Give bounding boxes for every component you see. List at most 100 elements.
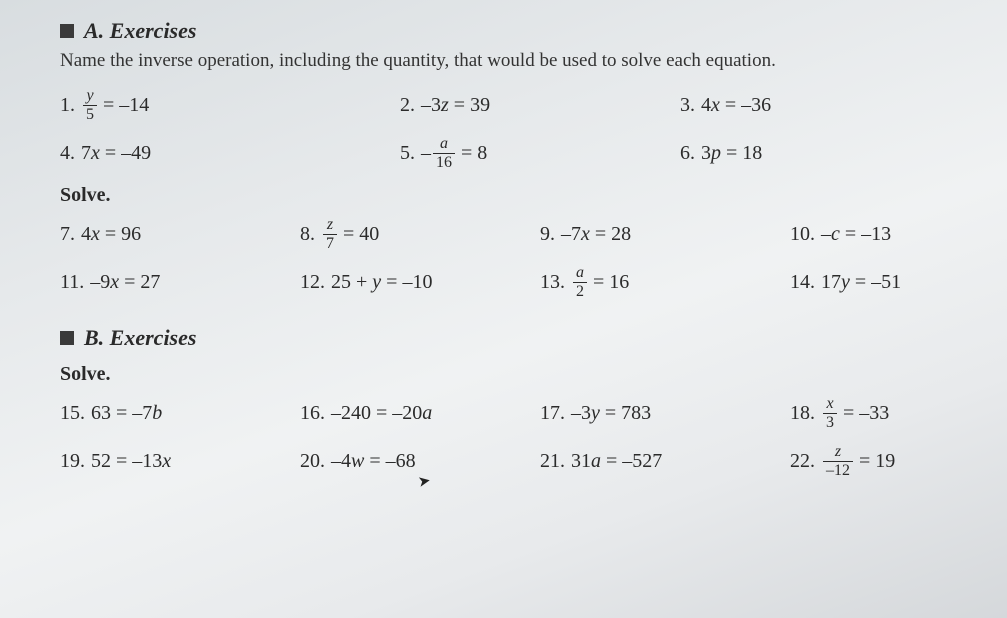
- section-a-header: A. Exercises: [60, 18, 977, 44]
- problem-number: 19.: [60, 450, 85, 473]
- problem-number: 5.: [400, 142, 415, 165]
- problem-number: 17.: [540, 402, 565, 425]
- equation-text: –7x = 28: [561, 223, 631, 246]
- solve-label-b: Solve.: [60, 363, 977, 386]
- equation-text: –3y = 783: [571, 402, 651, 425]
- equation-text: –9x = 27: [90, 271, 160, 294]
- solve-label-a: Solve.: [60, 184, 977, 207]
- numerator: a: [573, 265, 587, 282]
- square-bullet-icon: [60, 24, 74, 38]
- problem-number: 8.: [300, 223, 315, 246]
- section-a-instruction: Name the inverse operation, including th…: [60, 50, 977, 72]
- problem-6: 6. 3p = 18: [680, 142, 977, 165]
- problem-20: 20. –4w = –68: [300, 450, 540, 473]
- numerator: y: [83, 88, 96, 105]
- equation-text: –c = –13: [821, 223, 891, 246]
- problem-number: 9.: [540, 223, 555, 246]
- problem-number: 7.: [60, 223, 75, 246]
- denominator: 5: [83, 105, 97, 123]
- problem-number: 10.: [790, 223, 815, 246]
- equation-text: 63 = –7b: [91, 402, 162, 425]
- problem-number: 1.: [60, 94, 75, 117]
- problem-number: 2.: [400, 94, 415, 117]
- problem-14: 14. 17y = –51: [790, 271, 977, 294]
- problem-number: 13.: [540, 271, 565, 294]
- equation-rhs: = 40: [343, 223, 379, 246]
- problem-number: 3.: [680, 94, 695, 117]
- problem-number: 15.: [60, 402, 85, 425]
- equation-rhs: = 19: [859, 450, 895, 473]
- fraction: x3: [823, 396, 837, 431]
- problem-2: 2. –3z = 39: [400, 94, 680, 117]
- equation-text: –240 = –20a: [331, 402, 432, 425]
- equation-text: 7x = –49: [81, 142, 151, 165]
- problem-22: 22. z–12 = 19: [790, 444, 977, 479]
- equation-rhs: = –14: [103, 94, 149, 117]
- problem-4: 4. 7x = –49: [60, 142, 400, 165]
- denominator: 7: [323, 234, 337, 252]
- equation-text: 4x = 96: [81, 223, 141, 246]
- equation-rhs: = 16: [593, 271, 629, 294]
- problem-12: 12. 25 + y = –10: [300, 271, 540, 294]
- denominator: –12: [823, 461, 853, 479]
- problem-number: 18.: [790, 402, 815, 425]
- problem-number: 11.: [60, 271, 84, 294]
- numerator: a: [437, 136, 451, 153]
- section-a-title: A. Exercises: [84, 18, 196, 44]
- denominator: 16: [433, 153, 455, 171]
- problem-number: 21.: [540, 450, 565, 473]
- problem-number: 12.: [300, 271, 325, 294]
- equation-text: 25 + y = –10: [331, 271, 432, 294]
- square-bullet-icon: [60, 331, 74, 345]
- problem-number: 14.: [790, 271, 815, 294]
- numerator: x: [823, 396, 836, 413]
- problem-number: 16.: [300, 402, 325, 425]
- section-b-title: B. Exercises: [84, 325, 196, 351]
- problem-3: 3. 4x = –36: [680, 94, 977, 117]
- problem-19: 19. 52 = –13x: [60, 450, 300, 473]
- problem-row-3: 7. 4x = 96 8. z7 = 40 9. –7x = 28 10. –c…: [60, 215, 977, 253]
- problem-row-4: 11. –9x = 27 12. 25 + y = –10 13. a2 = 1…: [60, 263, 977, 301]
- problem-row-5: 15. 63 = –7b 16. –240 = –20a 17. –3y = 7…: [60, 394, 977, 432]
- problem-18: 18. x3 = –33: [790, 396, 977, 431]
- equation-text: 3p = 18: [701, 142, 762, 165]
- fraction: z7: [323, 217, 337, 252]
- problem-15: 15. 63 = –7b: [60, 402, 300, 425]
- equation-rhs: = 8: [461, 142, 487, 165]
- numerator: z: [832, 444, 844, 461]
- fraction: y5: [83, 88, 97, 123]
- equation-text: –4w = –68: [331, 450, 416, 473]
- neg-sign: –: [421, 142, 431, 165]
- numerator: z: [324, 217, 336, 234]
- denominator: 3: [823, 413, 837, 431]
- problem-number: 6.: [680, 142, 695, 165]
- problem-10: 10. –c = –13: [790, 223, 977, 246]
- problem-number: 4.: [60, 142, 75, 165]
- problem-16: 16. –240 = –20a: [300, 402, 540, 425]
- problem-number: 20.: [300, 450, 325, 473]
- problem-5: 5. – a16 = 8: [400, 136, 680, 171]
- problem-9: 9. –7x = 28: [540, 223, 790, 246]
- fraction: z–12: [823, 444, 853, 479]
- problem-row-6: 19. 52 = –13x 20. –4w = –68 21. 31a = –5…: [60, 442, 977, 480]
- problem-11: 11. –9x = 27: [60, 271, 300, 294]
- equation-rhs: = –33: [843, 402, 889, 425]
- problem-number: 22.: [790, 450, 815, 473]
- problem-17: 17. –3y = 783: [540, 402, 790, 425]
- worksheet-page: A. Exercises Name the inverse operation,…: [0, 0, 1007, 510]
- equation-text: –3z = 39: [421, 94, 490, 117]
- equation-text: 17y = –51: [821, 271, 901, 294]
- equation-text: 31a = –527: [571, 450, 662, 473]
- section-b-header: B. Exercises: [60, 325, 977, 351]
- problem-21: 21. 31a = –527: [540, 450, 790, 473]
- problem-7: 7. 4x = 96: [60, 223, 300, 246]
- problem-13: 13. a2 = 16: [540, 265, 790, 300]
- problem-1: 1. y5 = –14: [60, 88, 400, 123]
- problem-row-2: 4. 7x = –49 5. – a16 = 8 6. 3p = 18: [60, 134, 977, 172]
- problem-row-1: 1. y5 = –14 2. –3z = 39 3. 4x = –36: [60, 86, 977, 124]
- fraction: a16: [433, 136, 455, 171]
- denominator: 2: [573, 282, 587, 300]
- equation-text: 52 = –13x: [91, 450, 171, 473]
- equation-text: 4x = –36: [701, 94, 771, 117]
- fraction: a2: [573, 265, 587, 300]
